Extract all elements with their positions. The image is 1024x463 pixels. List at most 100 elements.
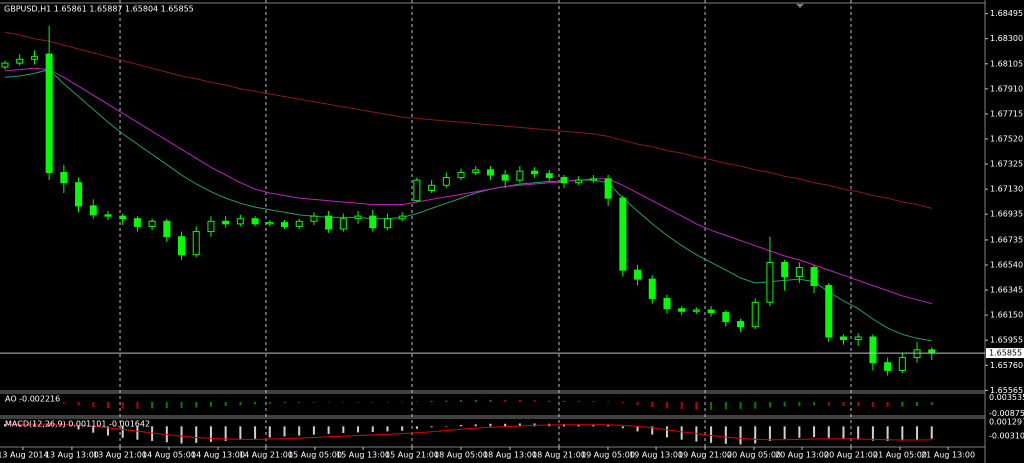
- macd-bar: [48, 423, 51, 427]
- ao-bar: [268, 402, 271, 404]
- macd-bar: [916, 426, 919, 440]
- macd-bar: [739, 426, 742, 445]
- ao-bar: [283, 402, 286, 404]
- candle-body: [486, 169, 494, 176]
- ao-bar: [445, 400, 448, 402]
- macd-bar: [312, 426, 315, 435]
- x-tick-label: 19 Aug 05:00: [581, 451, 635, 460]
- macd-bar: [680, 426, 683, 440]
- y-tick-label: -0.00875: [989, 409, 1024, 418]
- candle-body: [16, 58, 24, 64]
- ao-bar: [783, 402, 786, 407]
- macd-bar: [930, 426, 933, 439]
- macd-bar: [504, 423, 507, 427]
- ao-bar: [548, 400, 551, 402]
- macd-bar: [607, 425, 610, 427]
- candle-body: [854, 336, 862, 341]
- macd-bar: [283, 426, 286, 437]
- candle-body: [781, 261, 789, 278]
- ao-bar: [798, 402, 801, 406]
- x-tick-label: 15 Aug 21:00: [385, 451, 439, 460]
- candle-body: [266, 222, 274, 225]
- candle-body: [236, 218, 244, 225]
- ao-bar: [209, 402, 212, 407]
- ao-bar: [533, 400, 536, 402]
- candle-body: [104, 214, 112, 217]
- ao-bar: [415, 401, 418, 402]
- ao-bar: [489, 399, 492, 402]
- macd-bar: [445, 426, 448, 427]
- macd-bar: [92, 426, 95, 433]
- y-tick-label: 1.66735: [990, 235, 1023, 244]
- ao-bar: [518, 400, 521, 402]
- candle-body: [810, 267, 818, 287]
- candle-body: [398, 215, 406, 220]
- macd-bar: [518, 423, 521, 427]
- macd-bar: [33, 423, 36, 427]
- y-tick-label: 1.68495: [990, 9, 1023, 18]
- candle-body: [457, 171, 465, 179]
- y-tick-label: 1.67910: [990, 84, 1023, 93]
- y-tick-label: 0.003535: [989, 393, 1024, 402]
- candle-body: [30, 56, 38, 60]
- candle-body: [178, 236, 186, 256]
- macd-bar: [798, 426, 801, 438]
- macd-bar: [254, 426, 257, 439]
- candle-body: [898, 357, 906, 371]
- x-tick-label: 13 Aug 21:00: [93, 451, 147, 460]
- macd-bar: [151, 426, 154, 441]
- y-tick-label: 1.67715: [990, 109, 1023, 118]
- ao-bar: [33, 400, 36, 402]
- ao-bar: [298, 402, 301, 403]
- macd-bar: [636, 426, 639, 432]
- candle-body: [884, 362, 892, 371]
- candle-body: [339, 218, 347, 230]
- candle-body: [648, 278, 656, 299]
- candle-body: [589, 178, 597, 181]
- macd-bar: [4, 424, 7, 427]
- macd-bar: [827, 426, 830, 438]
- ao-bar: [18, 401, 21, 402]
- candle-body: [575, 179, 583, 184]
- candle-body: [413, 179, 421, 202]
- ao-bar: [592, 401, 595, 402]
- candle-body: [280, 222, 288, 227]
- macd-bar: [239, 426, 242, 440]
- macd-bar: [842, 426, 845, 439]
- x-tick-label: 14 Aug 05:00: [142, 451, 196, 460]
- x-tick-label: 13 Aug 13:00: [45, 451, 99, 460]
- ao-bar: [680, 402, 683, 410]
- x-tick-label: 20 Aug 05:00: [727, 451, 781, 460]
- macd-bar: [209, 426, 212, 442]
- ao-bar: [474, 399, 477, 402]
- ao-bar: [886, 402, 889, 407]
- candle-body: [869, 336, 877, 364]
- ao-bar: [386, 402, 389, 403]
- candle-body: [163, 220, 171, 238]
- ao-bar: [239, 402, 242, 406]
- y-tick-label: 1.65760: [990, 361, 1023, 370]
- y-tick-label: 1.68105: [990, 59, 1023, 68]
- shift-marker[interactable]: [796, 4, 804, 8]
- ao-bar: [636, 402, 639, 406]
- candle-body: [89, 205, 97, 216]
- ao-bar: [621, 402, 624, 404]
- candle-body: [766, 261, 774, 303]
- candle-body: [678, 308, 686, 312]
- candle-body: [222, 220, 230, 225]
- ao-bar: [62, 402, 65, 404]
- candle-body: [1, 62, 9, 68]
- macd-bar: [77, 426, 80, 430]
- candle-body: [516, 170, 524, 181]
- candle-body: [825, 285, 833, 338]
- y-tick-label: 1.65955: [990, 336, 1023, 345]
- macd-bar: [357, 426, 360, 433]
- y-tick-label: 1.67325: [990, 160, 1023, 169]
- macd-bar: [342, 426, 345, 433]
- y-tick-label: 1.68300: [990, 34, 1023, 43]
- ao-bar: [504, 399, 507, 402]
- macd-bar: [415, 426, 418, 429]
- candle-body: [707, 309, 715, 314]
